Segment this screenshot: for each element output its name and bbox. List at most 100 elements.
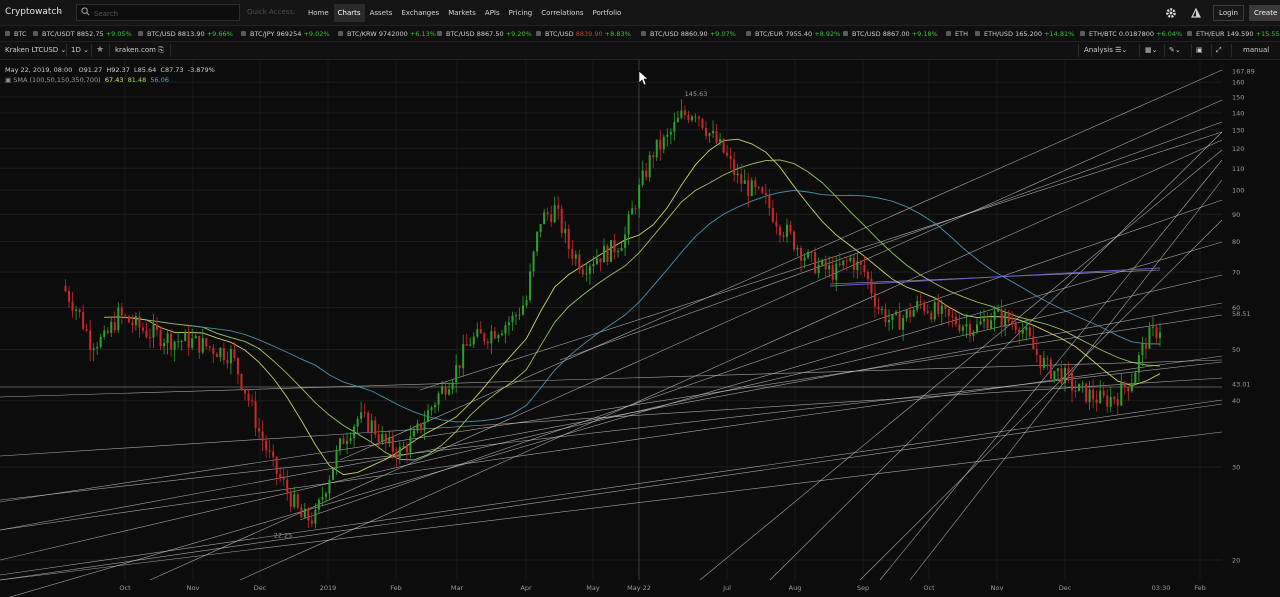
candlestick-chart-svg[interactable]: 20 30 40 50 60 70 80 90 100 110 120 130 140 150 160 167…: [0, 60, 1280, 597]
candle-body: [599, 258, 602, 263]
candle-body: [441, 386, 444, 394]
screenshot-button[interactable]: ▣: [1196, 46, 1203, 54]
trendline: [0, 359, 1223, 398]
candle-body: [1028, 327, 1031, 337]
indicator-settings-icon[interactable]: ▣: [5, 76, 12, 84]
candle-body: [983, 318, 986, 322]
candle-body: [937, 302, 940, 314]
gear-icon[interactable]: [1164, 6, 1178, 20]
ticker-pair: BTC/USD: [545, 30, 574, 38]
nav-home[interactable]: Home: [308, 9, 329, 17]
candle-body: [585, 273, 588, 275]
candle-body: [370, 420, 373, 433]
candle-body: [412, 430, 415, 437]
market-select[interactable]: Kraken LTCUSD ⌄: [5, 46, 66, 54]
candle-body: [1134, 372, 1137, 385]
create-account-button[interactable]: Create: [1249, 5, 1280, 21]
candle-body: [374, 420, 377, 435]
search-box[interactable]: [76, 4, 240, 21]
candle-body: [493, 331, 496, 339]
candle-body: [490, 331, 493, 344]
chevron-down-icon[interactable]: ⌄: [56, 6, 64, 16]
ticker-item-btc-eur[interactable]: BTC/EUR 7955.40 +8.92%: [746, 30, 840, 38]
ticker-change: +8.83%: [604, 30, 631, 38]
search-input[interactable]: [92, 6, 236, 21]
candle-body: [251, 400, 254, 402]
ticker-item-btc-usd[interactable]: BTC/USD 8867.50 +9.20%: [437, 30, 532, 38]
nav-correlations[interactable]: Correlations: [541, 9, 584, 17]
nav-exchanges[interactable]: Exchanges: [401, 9, 440, 17]
candle-body: [620, 247, 623, 251]
candle-body: [465, 344, 468, 346]
candle-body: [757, 187, 760, 189]
login-button[interactable]: Login: [1213, 5, 1244, 21]
candle-body: [180, 341, 183, 343]
ticker-item-eth-usd[interactable]: ETH/USD 165.200 +14.81%: [975, 30, 1074, 38]
candle-body: [391, 437, 394, 452]
x-tick-label: Sep: [857, 584, 869, 592]
candle-body: [933, 302, 936, 320]
analysis-menu[interactable]: Analysis ☰⌄: [1084, 46, 1127, 54]
candle-body: [990, 320, 993, 329]
trendline: [0, 377, 1223, 457]
candle-body: [669, 131, 672, 135]
ticker-item-eth-eur[interactable]: ETH/EUR 149.590 +15.55%: [1187, 30, 1280, 38]
candle-body: [275, 456, 278, 474]
legend-change: -3.879%: [187, 66, 215, 74]
period-select[interactable]: 1D ⌄: [71, 46, 89, 54]
ticker-item-btc-krw[interactable]: BTC/KRW 9742000 +6.13%: [338, 30, 436, 38]
candle-body: [683, 110, 686, 116]
nav-assets[interactable]: Assets: [369, 9, 393, 17]
price-chart[interactable]: 20 30 40 50 60 70 80 90 100 110 120 130 140 150 160 167…: [0, 60, 1280, 597]
nav-charts[interactable]: Charts: [333, 4, 365, 22]
candle-body: [384, 433, 387, 444]
ticker-item-btc[interactable]: BTC: [5, 30, 27, 38]
exchange-icon: [536, 31, 541, 36]
candle-body: [254, 401, 257, 429]
nav-markets[interactable]: Markets: [448, 9, 476, 17]
y-tick-label: 30: [1232, 463, 1240, 471]
draw-tool-menu[interactable]: ✎⌄: [1169, 46, 1181, 54]
candle-body: [497, 335, 500, 339]
ticker-item-btc-jpy[interactable]: BTC/JPY 969254 +9.02%: [241, 30, 330, 38]
star-icon[interactable]: ★: [96, 45, 105, 55]
candle-body: [617, 250, 620, 253]
ticker-price: 8839.90: [575, 30, 603, 38]
x-tick-label: Jul: [722, 584, 731, 592]
ticker-item-eth[interactable]: ETH: [946, 30, 968, 38]
candle-body: [750, 180, 753, 196]
candle-body: [543, 212, 546, 225]
candle-body: [215, 353, 218, 358]
divider: [1164, 44, 1165, 57]
ticker-price: 969254: [276, 30, 302, 38]
ticker-item-btc-usd[interactable]: BTC/USD 8867.00 +9.18%: [843, 30, 938, 38]
candle-body: [339, 438, 342, 451]
exchange-icon: [33, 31, 38, 36]
scale-mode-toggle[interactable]: manual: [1243, 46, 1270, 54]
y-tick-label: 130: [1232, 126, 1244, 134]
nav-apis[interactable]: APIs: [484, 9, 500, 17]
trendline: [419, 131, 1223, 391]
nav-pricing[interactable]: Pricing: [508, 9, 533, 17]
fullscreen-button[interactable]: ⤢: [1216, 46, 1222, 55]
exchange-icon: [138, 31, 143, 36]
ticker-item-btc-usdt[interactable]: BTC/USDT 8852.75 +9.05%: [33, 30, 132, 38]
candle-body: [1063, 367, 1066, 384]
nav-portfolio[interactable]: Portfolio: [592, 9, 622, 17]
ticker-price: 149.590: [1226, 30, 1254, 38]
candle-body: [595, 258, 598, 265]
candle-body: [444, 386, 447, 395]
trendline: [149, 99, 1223, 581]
candle-body: [1123, 382, 1126, 388]
ticker-item-btc-usd[interactable]: BTC/USD 8813.90 +9.66%: [138, 30, 233, 38]
candle-body: [514, 315, 517, 317]
ticker-item-eth-btc[interactable]: ETH/BTC 0.0187800 +6.04%: [1080, 30, 1182, 38]
ticker-item-btc-usd[interactable]: BTC/USD 8860.90 +9.07%: [641, 30, 736, 38]
ticker-item-btc-usd[interactable]: BTC/USD 8839.90 +8.83%: [536, 30, 631, 38]
candle-body: [1159, 332, 1161, 339]
theme-toggle-icon[interactable]: [1189, 6, 1203, 20]
candle-body: [662, 136, 665, 150]
brand-logo-text[interactable]: Cryptowatch: [5, 7, 63, 17]
exchange-link[interactable]: kraken.com ⎘: [115, 46, 164, 55]
layout-menu[interactable]: ▦⌄: [1145, 46, 1157, 54]
